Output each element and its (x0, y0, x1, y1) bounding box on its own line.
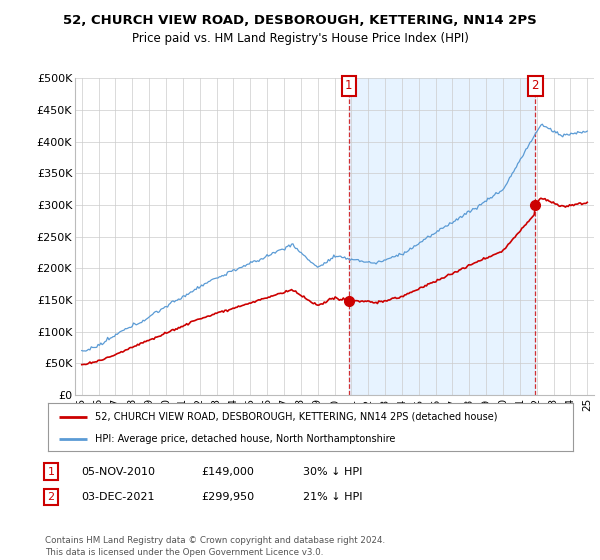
Text: Price paid vs. HM Land Registry's House Price Index (HPI): Price paid vs. HM Land Registry's House … (131, 32, 469, 45)
Text: 30% ↓ HPI: 30% ↓ HPI (303, 466, 362, 477)
Text: £299,950: £299,950 (201, 492, 254, 502)
Text: Contains HM Land Registry data © Crown copyright and database right 2024.
This d: Contains HM Land Registry data © Crown c… (45, 536, 385, 557)
Text: 21% ↓ HPI: 21% ↓ HPI (303, 492, 362, 502)
Text: 1: 1 (47, 466, 55, 477)
Text: 05-NOV-2010: 05-NOV-2010 (81, 466, 155, 477)
Text: 52, CHURCH VIEW ROAD, DESBOROUGH, KETTERING, NN14 2PS: 52, CHURCH VIEW ROAD, DESBOROUGH, KETTER… (63, 14, 537, 27)
Bar (349, 78, 535, 395)
Text: 2: 2 (532, 80, 539, 92)
Text: 2: 2 (47, 492, 55, 502)
Text: 03-DEC-2021: 03-DEC-2021 (81, 492, 155, 502)
Text: 52, CHURCH VIEW ROAD, DESBOROUGH, KETTERING, NN14 2PS (detached house): 52, CHURCH VIEW ROAD, DESBOROUGH, KETTER… (95, 412, 498, 422)
Text: 1: 1 (345, 80, 353, 92)
Text: HPI: Average price, detached house, North Northamptonshire: HPI: Average price, detached house, Nort… (95, 434, 395, 444)
Text: £149,000: £149,000 (201, 466, 254, 477)
